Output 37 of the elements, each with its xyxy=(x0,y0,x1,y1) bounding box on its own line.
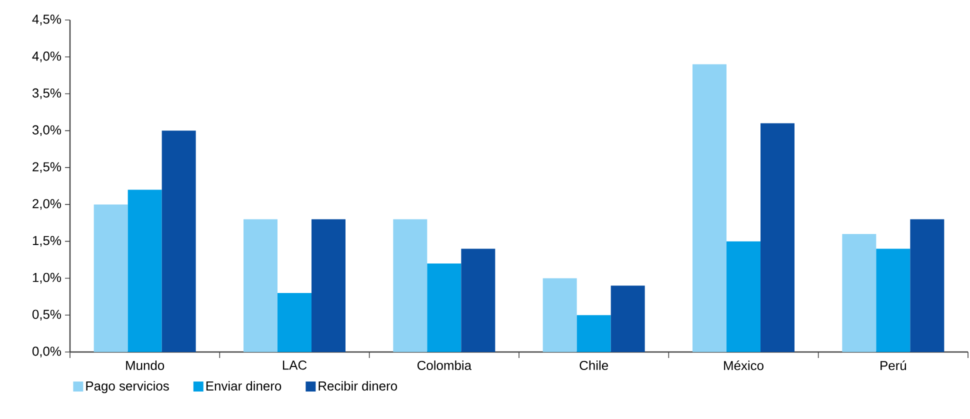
bar xyxy=(244,219,278,352)
bar xyxy=(427,263,462,352)
x-tick-label: Mundo xyxy=(126,360,164,370)
x-tick-label: LAC xyxy=(282,360,307,370)
bar xyxy=(842,234,876,352)
bar xyxy=(278,292,312,352)
y-tick-label: 2,5% xyxy=(32,162,62,173)
bar xyxy=(94,204,128,352)
y-tick-label: 0,0% xyxy=(32,346,62,358)
y-tick-label: 1,5% xyxy=(32,236,62,247)
legend-label: Enviar dinero xyxy=(206,381,282,391)
bar xyxy=(162,130,196,352)
y-tick-label: 0,5% xyxy=(32,310,62,320)
y-tick-label: 3,0% xyxy=(32,125,62,136)
bar xyxy=(760,123,795,352)
bar xyxy=(692,64,727,352)
bar xyxy=(576,315,611,352)
bar xyxy=(128,190,162,352)
bar xyxy=(910,219,944,352)
bar xyxy=(461,248,496,352)
bar xyxy=(312,219,346,352)
y-tick-label: 2,0% xyxy=(32,199,62,210)
y-tick-label: 3,5% xyxy=(32,88,62,100)
x-tick-label: México xyxy=(724,360,764,370)
legend-label: Pago servicios xyxy=(86,381,169,394)
x-tick-label: Colombia xyxy=(417,360,472,370)
y-tick-label: 1,0% xyxy=(32,272,62,284)
x-tick-label: Chile xyxy=(580,360,608,370)
x-tick-label: Perú xyxy=(880,360,906,370)
y-tick-label: 4,5% xyxy=(32,14,62,26)
bar xyxy=(876,248,910,352)
bar xyxy=(542,278,577,352)
legend-label: Recibir dinero xyxy=(318,381,398,391)
bar xyxy=(393,219,428,352)
bar xyxy=(610,286,645,352)
bar xyxy=(726,241,761,352)
y-tick-label: 4,0% xyxy=(32,52,62,62)
